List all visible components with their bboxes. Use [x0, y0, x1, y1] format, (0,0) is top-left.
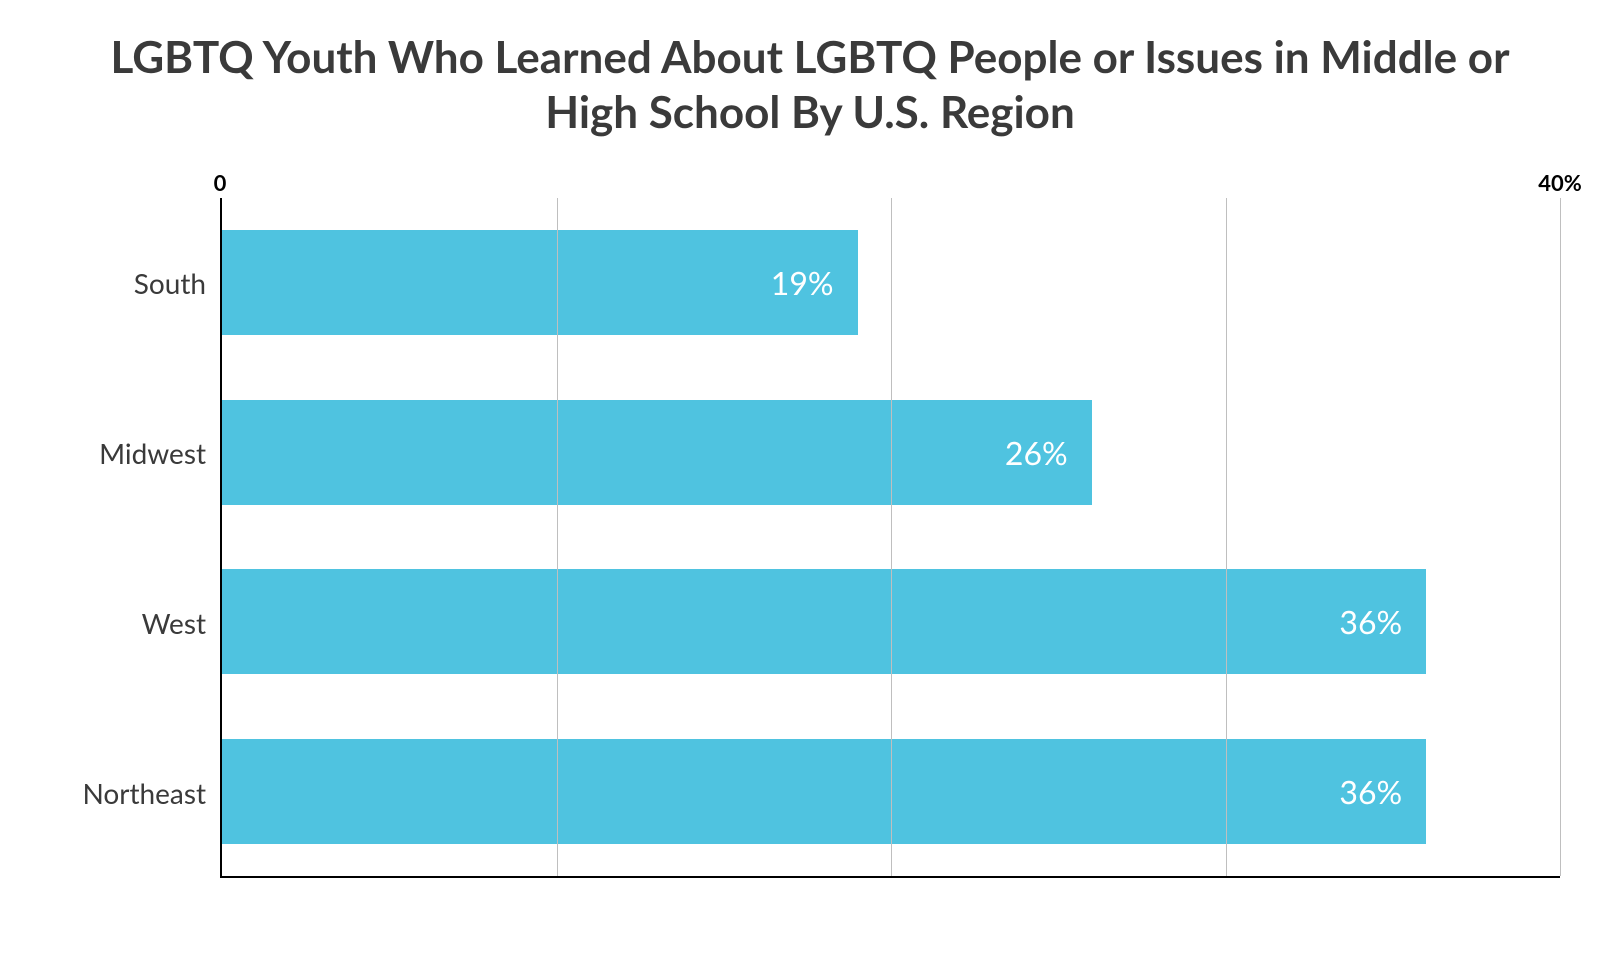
bar-value-label: 36% [1339, 772, 1402, 811]
y-axis-label: Midwest [60, 368, 220, 538]
gridline [1560, 198, 1561, 876]
y-axis-label: Northeast [60, 708, 220, 878]
bar-value-label: 36% [1339, 602, 1402, 641]
y-axis-labels: SouthMidwestWestNortheast [60, 198, 220, 878]
y-axis-label: West [60, 538, 220, 708]
bar-value-label: 26% [1005, 433, 1068, 472]
plot-area: 19% 26% 36% 36% [220, 198, 1560, 878]
bar: 36% [222, 569, 1426, 674]
gridline [891, 198, 892, 876]
x-axis-labels: 040% [220, 168, 1560, 198]
bar: 36% [222, 739, 1426, 844]
bar: 19% [222, 230, 858, 335]
gridline [557, 198, 558, 876]
y-axis-label: South [60, 198, 220, 368]
chart: 040% SouthMidwestWestNortheast 19% 26% 36%… [60, 168, 1560, 878]
x-tick-label: 0 [214, 169, 227, 196]
chart-title: LGBTQ Youth Who Learned About LGBTQ Peop… [60, 30, 1560, 140]
gridline [1226, 198, 1227, 876]
bar-value-label: 19% [771, 263, 834, 302]
x-tick-label: 40% [1538, 169, 1582, 196]
bar: 26% [222, 400, 1092, 505]
